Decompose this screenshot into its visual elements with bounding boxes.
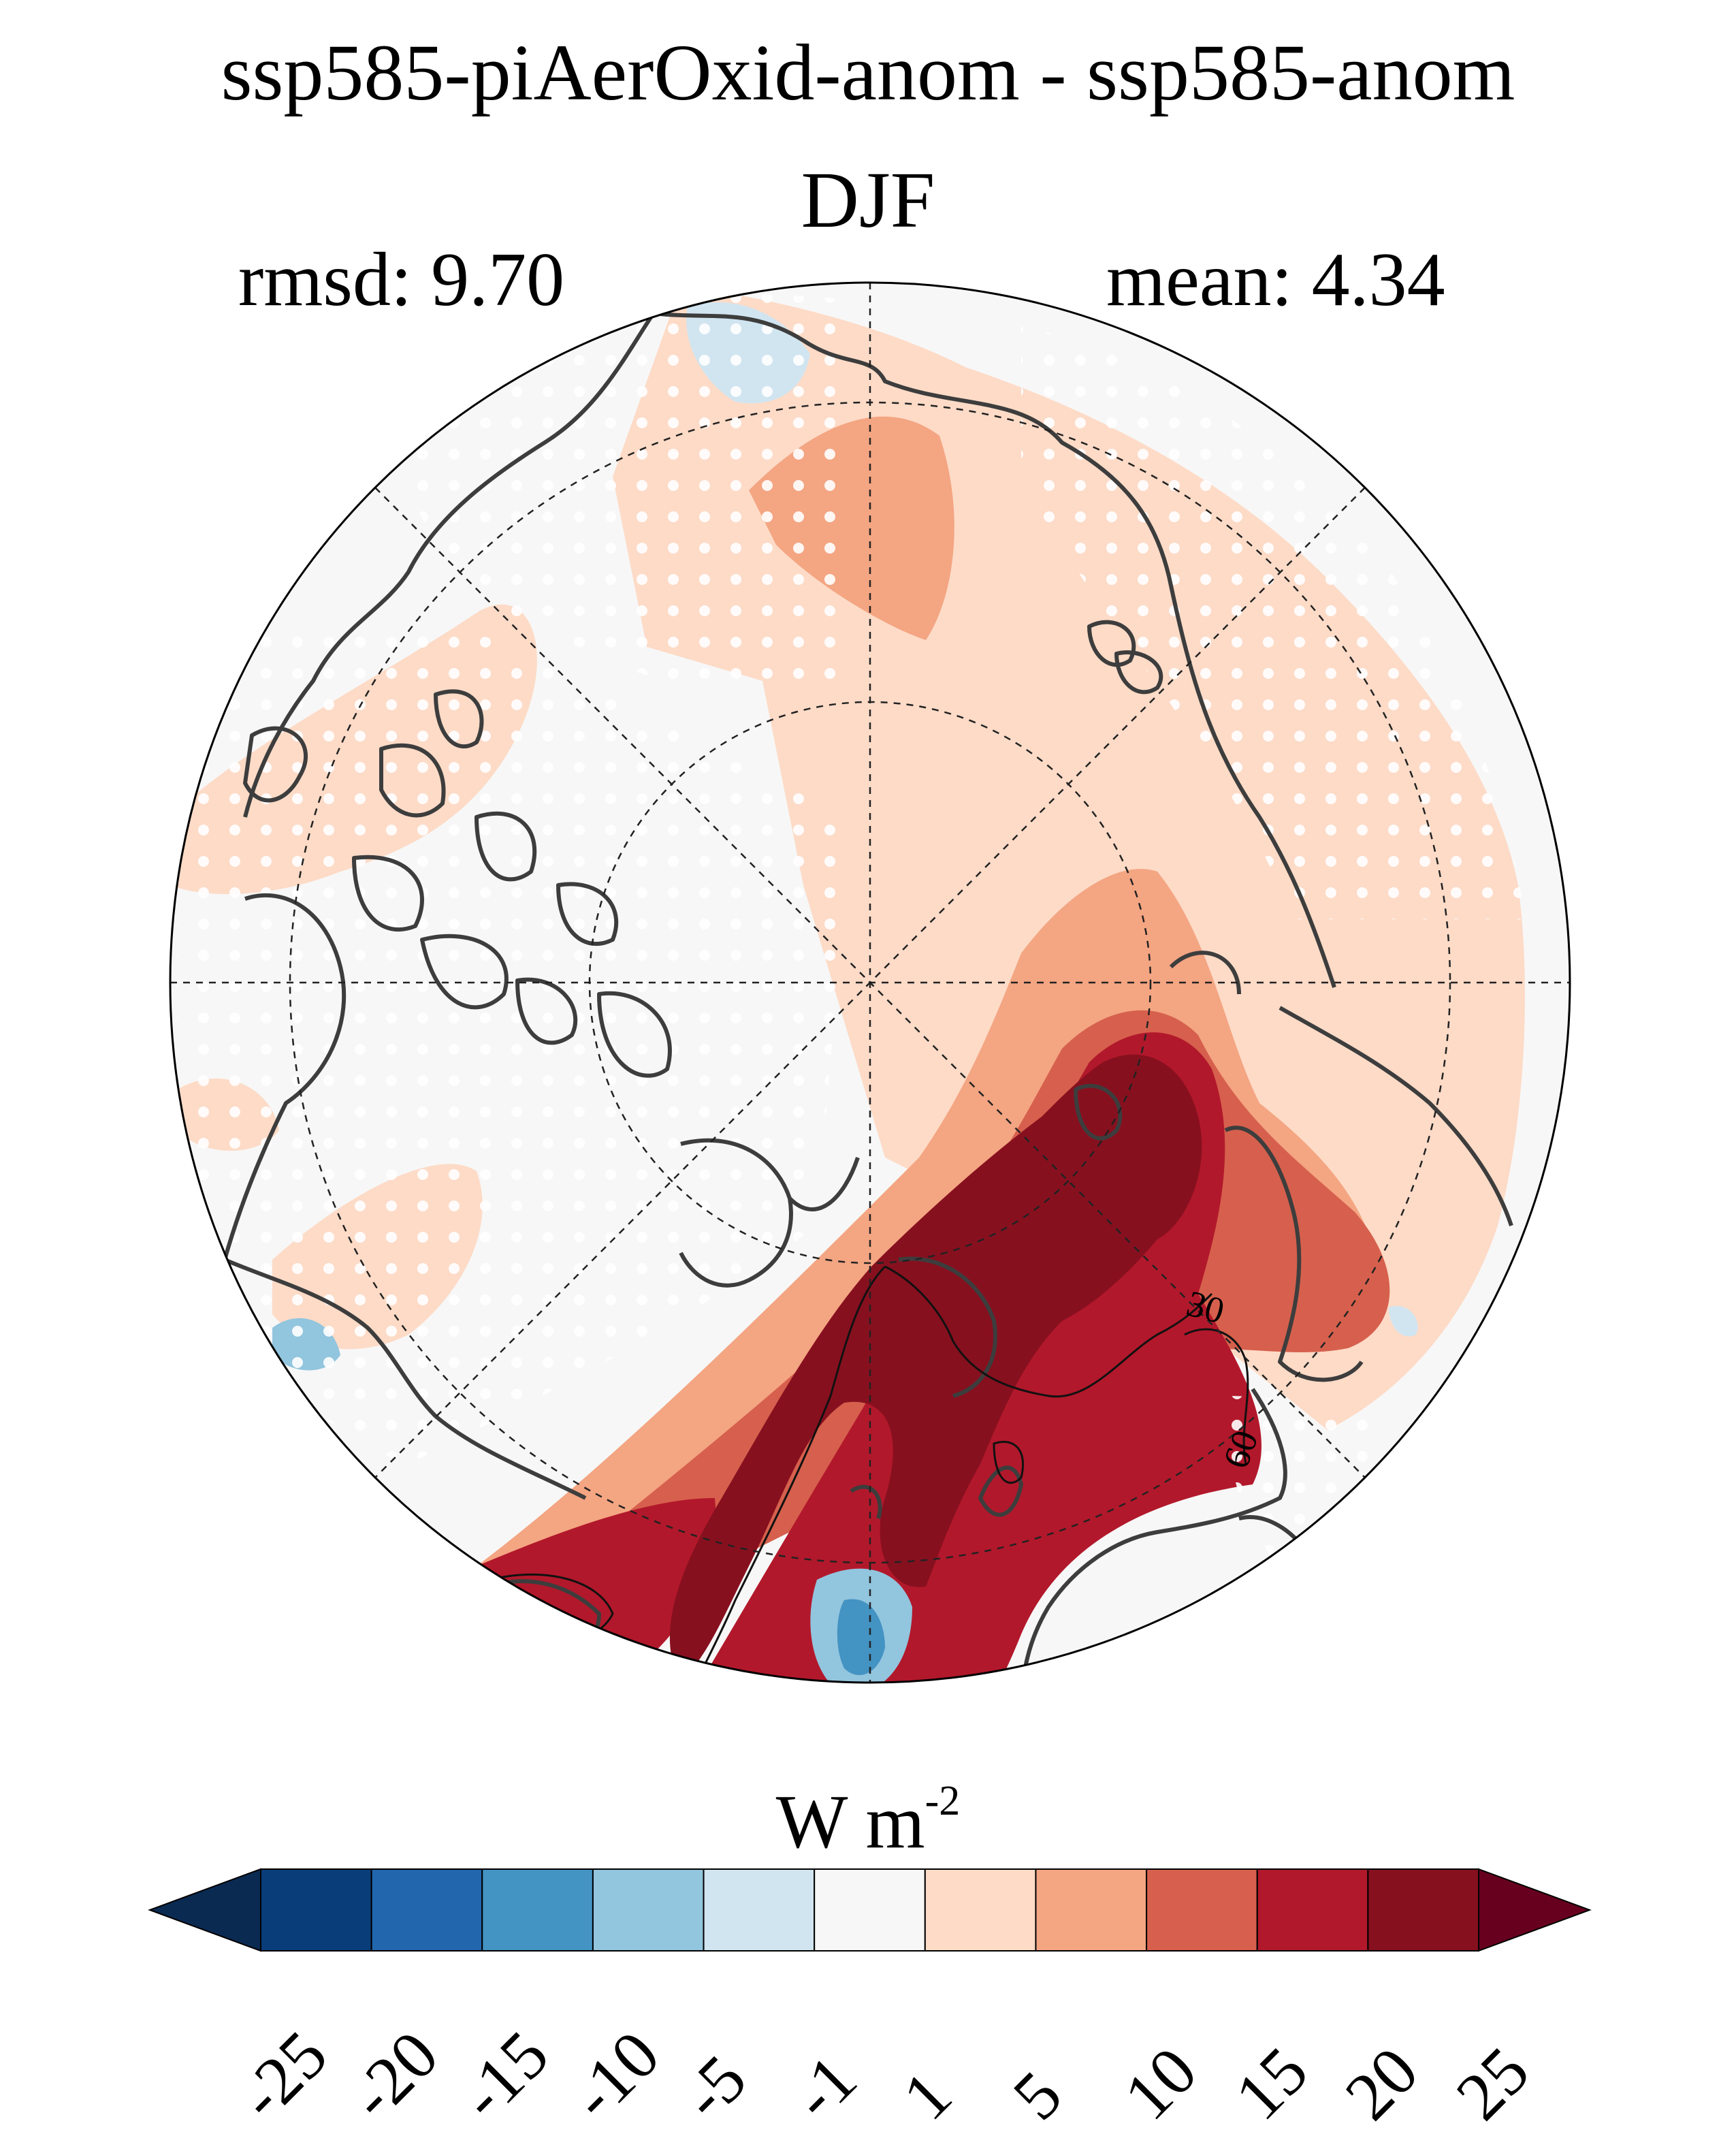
stippling-north (408, 293, 851, 695)
units-exponent: -2 (925, 1778, 961, 1824)
colorbar-under-triangle (148, 1868, 261, 1952)
map-boundary (169, 281, 1571, 1684)
colorbar-box (481, 1868, 594, 1952)
rmsd-label: rmsd: 9.70 (238, 238, 565, 322)
colorbar-box (1256, 1868, 1369, 1952)
colorbar-box (1367, 1868, 1480, 1952)
colorbar-box (370, 1868, 483, 1952)
colorbar-box (1035, 1868, 1148, 1952)
anomaly-region-blue-east (1389, 1306, 1418, 1337)
colorbar-box (814, 1868, 926, 1952)
mean-label: mean: 4.34 (1106, 238, 1445, 322)
colorbar-box (924, 1868, 1037, 1952)
season-label: DJF (801, 155, 935, 244)
graticule (170, 283, 1570, 1683)
map-title: ssp585-piAerOxid-anom - ssp585-anom (221, 28, 1515, 117)
anomaly-region-darkblue-south (837, 1599, 885, 1675)
anomaly-region-darkest (669, 1054, 1202, 1682)
colorbar-boxes (148, 1868, 1592, 1952)
contour-lines (489, 1265, 1249, 1683)
colorbar-box (260, 1868, 372, 1952)
colorbar-box (592, 1868, 705, 1952)
coastlines (170, 311, 1513, 1683)
colorbar-box (1146, 1868, 1258, 1952)
colorbar-units: W m-2 (0, 1780, 1736, 1860)
units-main: W m (775, 1780, 925, 1864)
stippling-east (1021, 327, 1525, 919)
colorbar-box (703, 1868, 816, 1952)
colorbar-over-triangle (1478, 1868, 1592, 1952)
polar-map: 30 60 (169, 281, 1571, 1684)
